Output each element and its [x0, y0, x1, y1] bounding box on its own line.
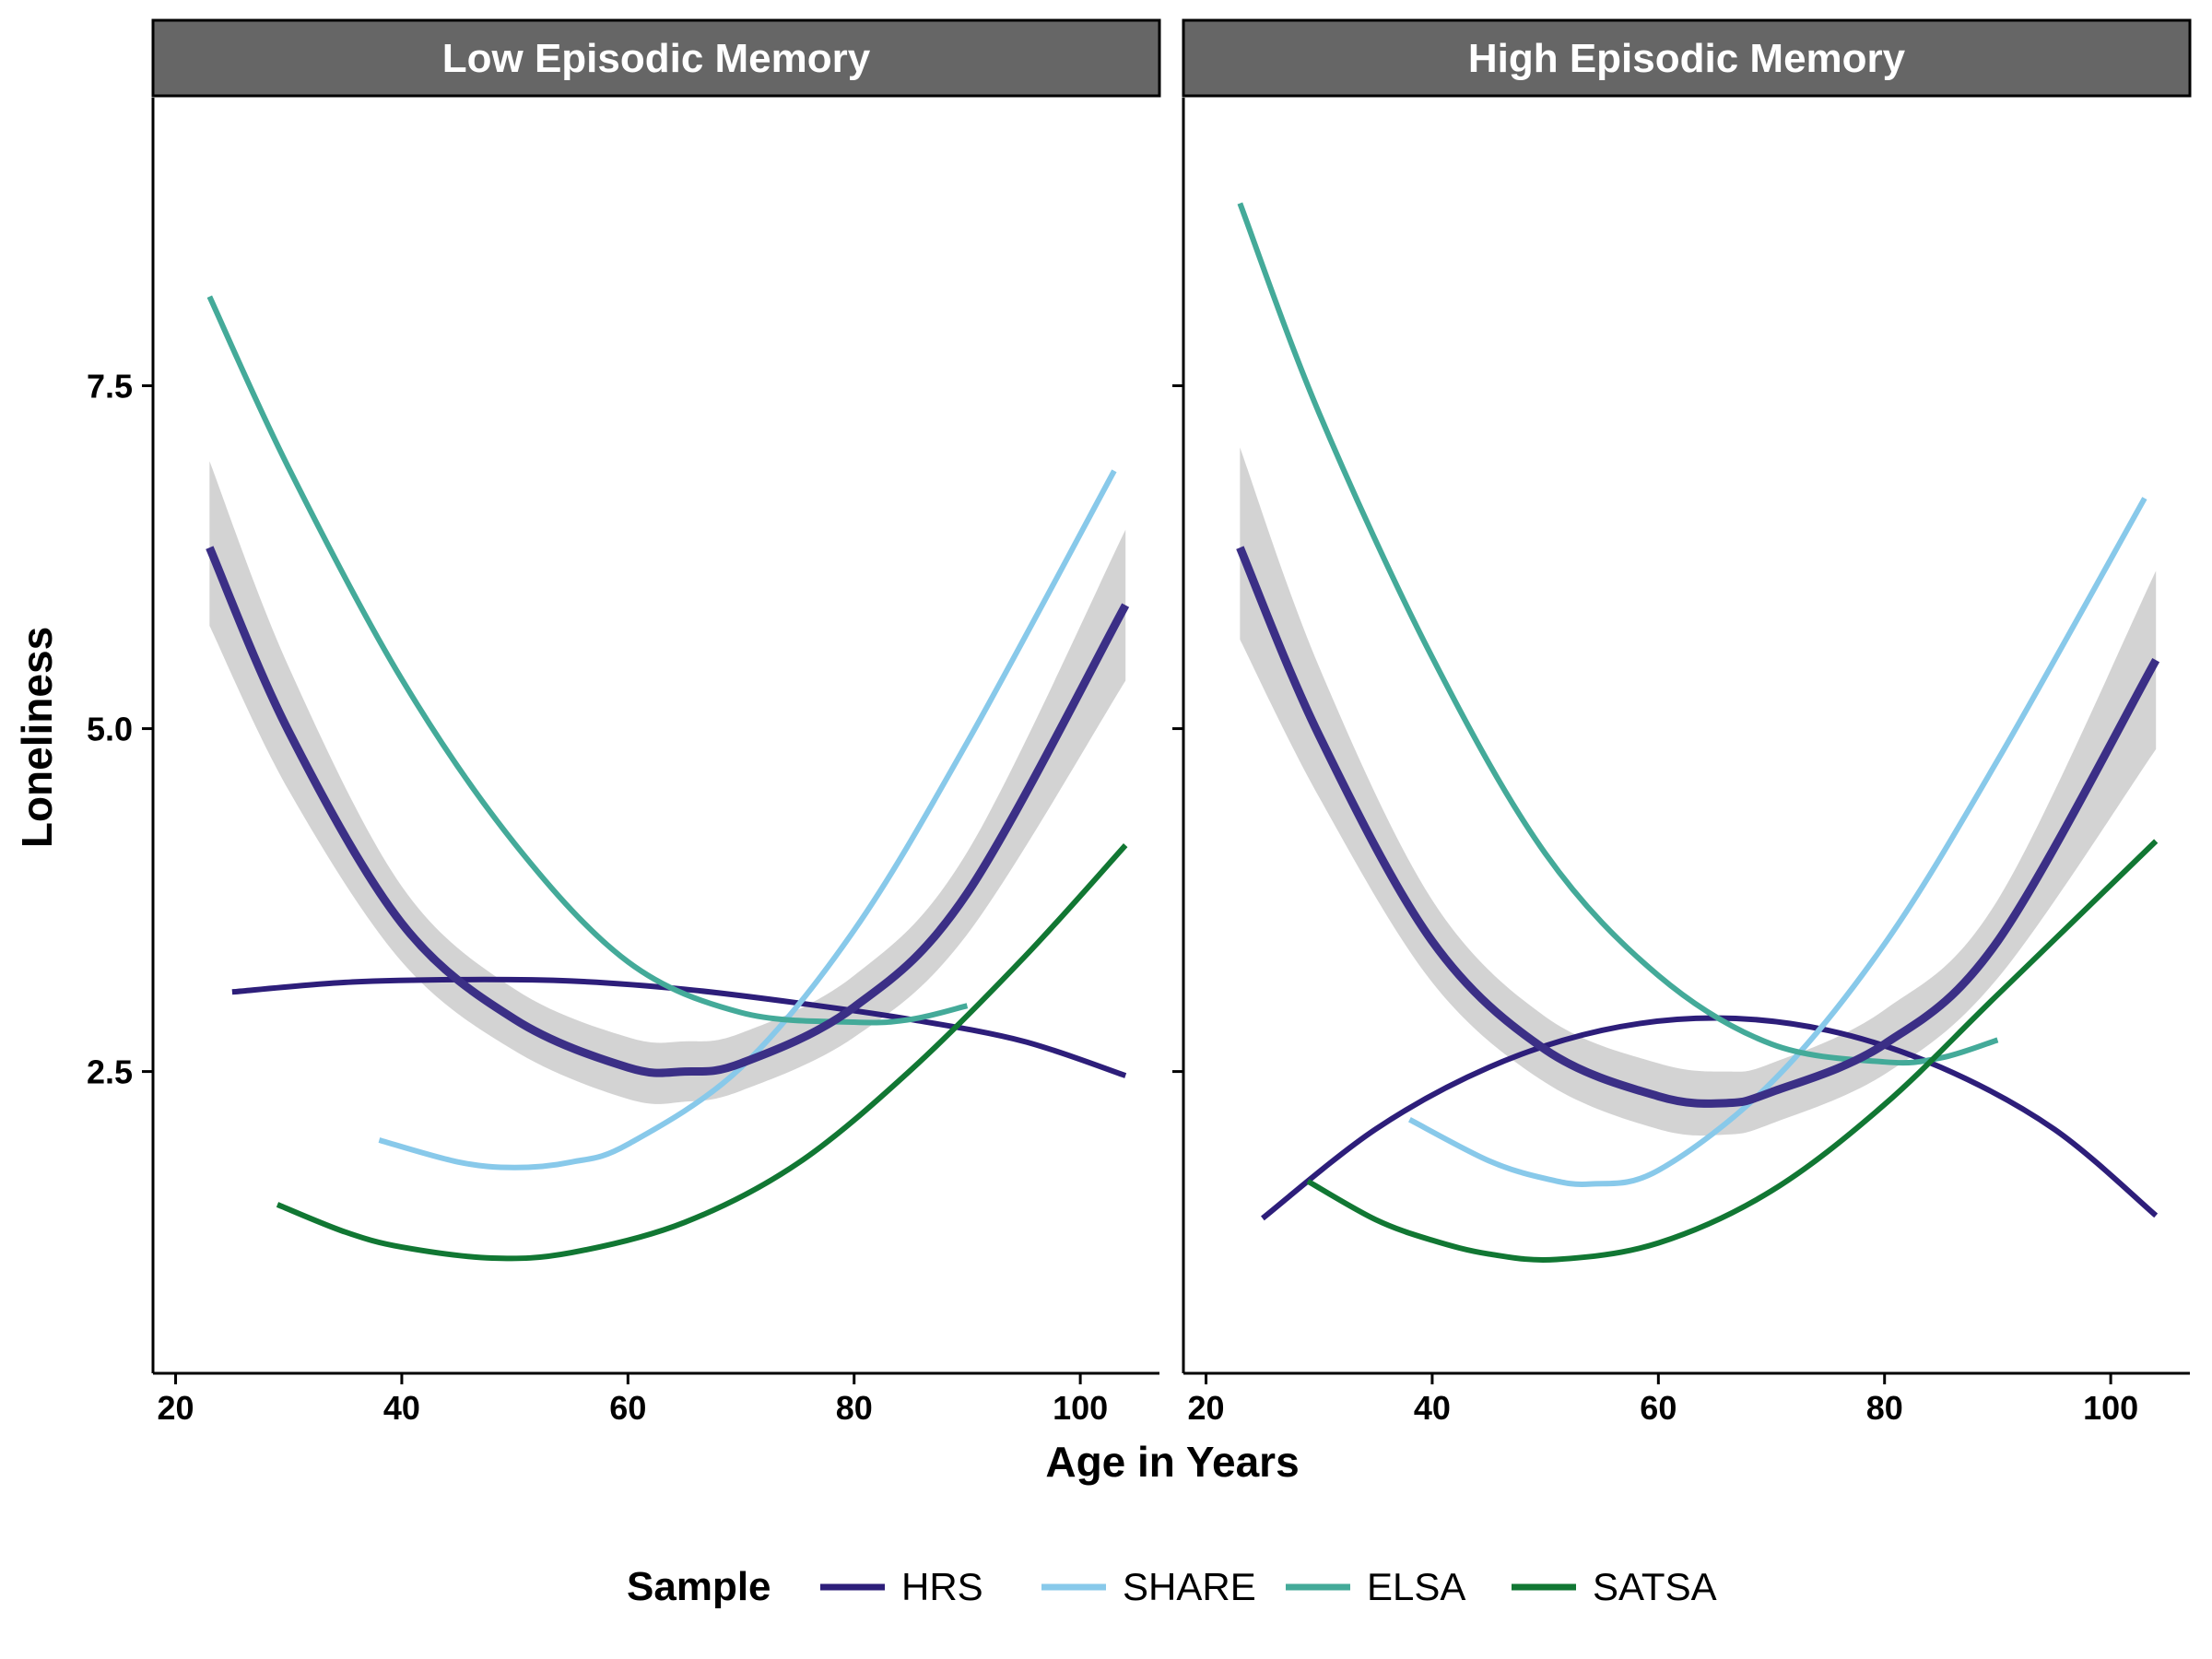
legend-label: ELSA	[1367, 1565, 1465, 1608]
facet-strip-title: High Episodic Memory	[1468, 36, 1906, 81]
legend-label: SHARE	[1123, 1565, 1256, 1608]
x-tick-label: 20	[158, 1389, 194, 1427]
x-tick-label: 60	[1640, 1389, 1677, 1427]
x-tick-label: 40	[383, 1389, 420, 1427]
panel-low-episodic-memory: Low Episodic Memory 20 40 60 80 100 2.5 5.0 7.5	[87, 18, 1161, 1427]
overall-fit-line	[206, 546, 1130, 1077]
series-line-hrs	[231, 976, 1127, 1078]
legend-label: HRS	[901, 1565, 983, 1608]
chart-panels: Low Episodic Memory 20 40 60 80 100 2.5 5.0 7.5 H…	[87, 18, 2192, 1427]
series-line-share	[378, 469, 1117, 1171]
series-line-satsa	[276, 843, 1128, 1262]
x-tick-label: 100	[2083, 1389, 2138, 1427]
x-axis-title: Age in Years	[1045, 1438, 1299, 1486]
y-axis-title: Loneliness	[13, 627, 61, 848]
legend-entry-satsa: SATSA	[1512, 1565, 1717, 1608]
legend: Sample HRS SHARE ELSA SATSA	[627, 1564, 1717, 1609]
x-tick-label: 40	[1414, 1389, 1451, 1427]
facet-strip	[151, 18, 1161, 98]
overall-fit-line	[1236, 546, 2160, 1108]
legend-label: SATSA	[1593, 1565, 1717, 1608]
legend-entry-elsa: ELSA	[1286, 1565, 1465, 1608]
series-line-elsa	[1237, 202, 1999, 1066]
y-tick-label: 7.5	[87, 368, 133, 406]
legend-entry-share: SHARE	[1041, 1565, 1256, 1608]
y-tick-label: 5.0	[87, 711, 133, 748]
legend-entry-hrs: HRS	[820, 1565, 983, 1608]
facet-strip	[1182, 18, 2192, 98]
panel-high-episodic-memory: High Episodic Memory 20 40 60 80 100	[1172, 18, 2192, 1427]
series-line-satsa	[1306, 839, 2159, 1263]
facet-strip-title: Low Episodic Memory	[442, 36, 871, 81]
x-tick-label: 80	[836, 1389, 873, 1427]
x-tick-label: 20	[1188, 1389, 1225, 1427]
x-tick-label: 100	[1053, 1389, 1108, 1427]
x-tick-label: 80	[1866, 1389, 1903, 1427]
legend-title: Sample	[627, 1564, 771, 1609]
y-tick-label: 2.5	[87, 1053, 133, 1091]
overall-confidence-ribbon	[1240, 447, 2157, 1136]
overall-confidence-ribbon	[209, 461, 1126, 1104]
x-tick-label: 60	[609, 1389, 646, 1427]
series-line-elsa	[206, 295, 969, 1026]
